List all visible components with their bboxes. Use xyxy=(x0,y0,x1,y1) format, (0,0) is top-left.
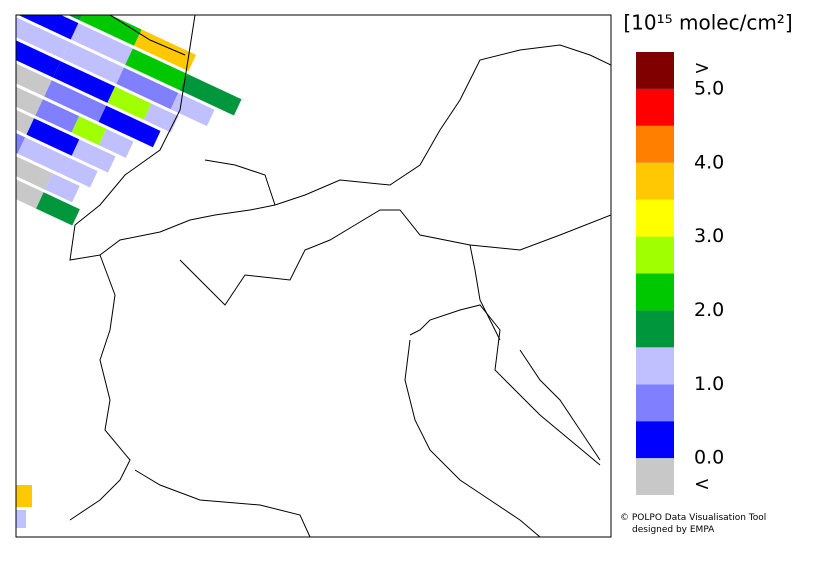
satellite-pixels xyxy=(16,15,242,528)
colorbar-label: 3.0 xyxy=(694,225,724,247)
colorbar-swatch xyxy=(636,52,674,89)
country-borders xyxy=(69,15,611,537)
colorbar-swatch xyxy=(636,88,674,126)
map-frame xyxy=(15,14,612,538)
colorbar-swatch xyxy=(636,347,674,385)
colorbar-swatch xyxy=(636,273,674,311)
colorbar: 0.0 1.0 2.0 3.0 4.0 5.0 < > xyxy=(636,52,724,495)
colorbar-label: 0.0 xyxy=(694,447,724,469)
colorbar-swatch xyxy=(636,421,674,459)
credit-line: designed by EMPA xyxy=(632,525,715,535)
colorbar-swatch xyxy=(636,458,674,495)
colorbar-swatch xyxy=(636,199,674,237)
colorbar-label: 1.0 xyxy=(694,373,724,395)
colorbar-label: 5.0 xyxy=(694,77,724,99)
colorbar-swatch xyxy=(636,125,674,163)
colorbar-label: 4.0 xyxy=(694,151,724,173)
colorbar-swatch xyxy=(636,384,674,422)
credit-line: © POLPO Data Visualisation Tool xyxy=(620,513,766,523)
colorbar-over: > xyxy=(694,57,710,79)
colorbar-swatch xyxy=(636,162,674,200)
colorbar-label: 2.0 xyxy=(694,299,724,321)
colorbar-swatch xyxy=(636,236,674,274)
colorbar-swatch xyxy=(636,310,674,348)
legend-unit: [10¹⁵ molec/cm²] xyxy=(623,11,792,35)
colorbar-under: < xyxy=(694,473,710,495)
